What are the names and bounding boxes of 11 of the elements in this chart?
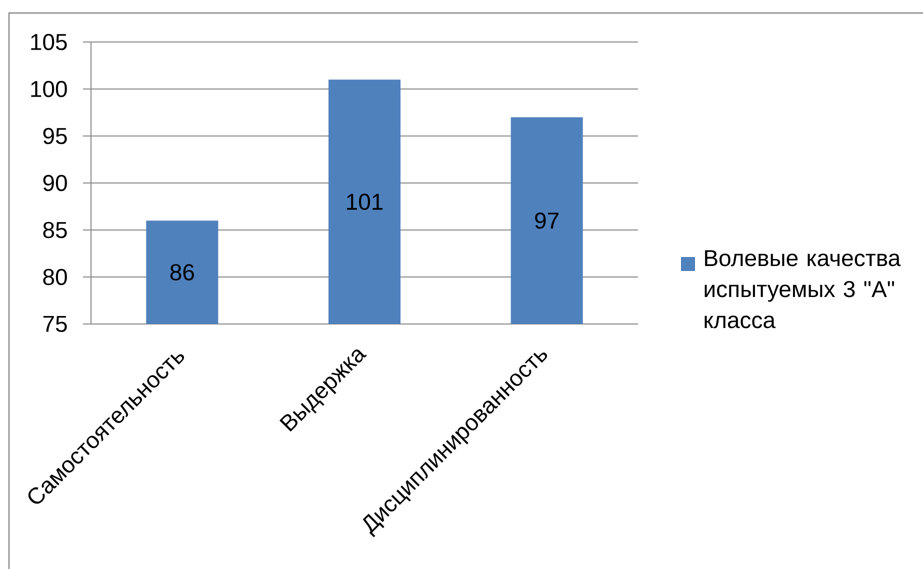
y-tick-label: 80: [43, 268, 67, 286]
y-tick-label: 75: [43, 316, 67, 332]
y-tick-label: 85: [43, 222, 67, 238]
y-tick-label: 90: [43, 174, 67, 192]
y-tick-label: 100: [31, 80, 67, 98]
data-label: 86: [170, 264, 194, 280]
data-label: 97: [535, 212, 558, 229]
legend-label: Волевые качества испытуемых 3 "А" класса: [704, 250, 901, 328]
y-tick-label: 105: [31, 34, 67, 50]
y-tick-label: 95: [43, 128, 67, 144]
data-label: 101: [347, 194, 383, 210]
